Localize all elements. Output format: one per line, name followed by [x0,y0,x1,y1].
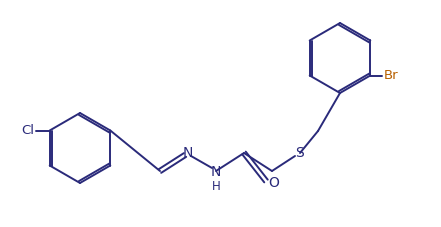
Text: H: H [212,180,220,193]
Text: Br: Br [383,69,398,82]
Text: S: S [295,146,304,160]
Text: N: N [183,146,193,160]
Text: N: N [211,165,221,179]
Text: Cl: Cl [22,124,35,137]
Text: O: O [268,176,279,190]
